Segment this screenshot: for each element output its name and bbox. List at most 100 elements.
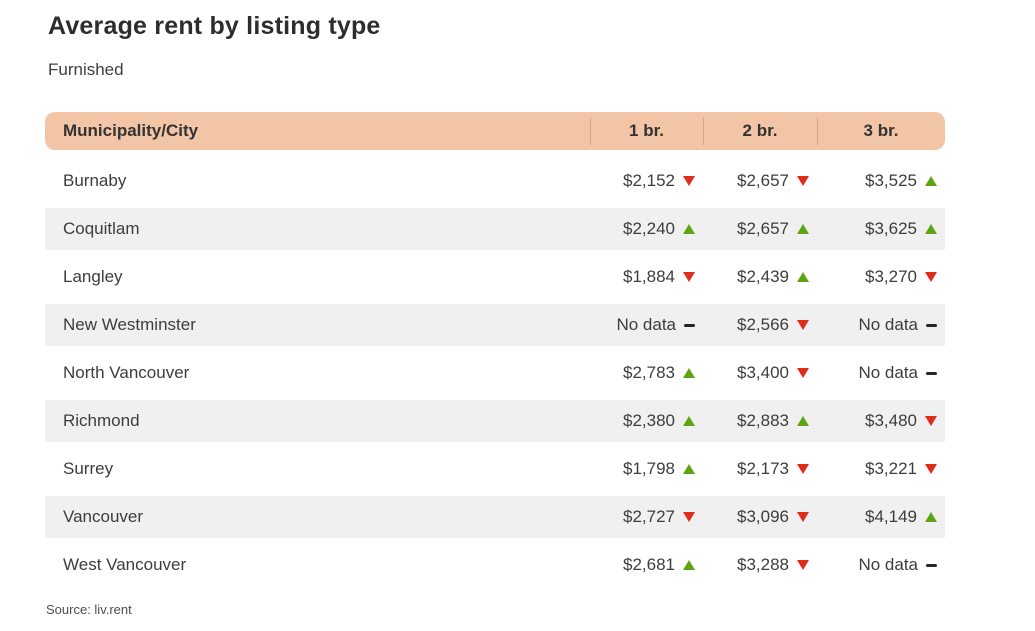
trend-up-icon bbox=[683, 416, 695, 426]
trend-down-icon bbox=[797, 176, 809, 186]
value-cell: $1,798 bbox=[590, 459, 703, 479]
value-cell: $2,681 bbox=[590, 555, 703, 575]
trend-down-icon bbox=[797, 320, 809, 330]
trend-flat-icon bbox=[926, 371, 937, 375]
value-cell: $2,380 bbox=[590, 411, 703, 431]
trend-flat-icon bbox=[926, 563, 937, 567]
rent-value: $3,288 bbox=[737, 555, 789, 574]
city-cell: Burnaby bbox=[63, 171, 127, 190]
value-cell: $4,149 bbox=[817, 507, 945, 527]
value-cell: $3,480 bbox=[817, 411, 945, 431]
rent-value: $2,173 bbox=[737, 459, 789, 478]
header-col-3br: 3 br. bbox=[817, 112, 945, 150]
rent-value: No data bbox=[858, 315, 918, 334]
value-cell: No data bbox=[590, 315, 703, 335]
rent-value: $1,798 bbox=[623, 459, 675, 478]
trend-up-icon bbox=[925, 176, 937, 186]
rent-value: $2,657 bbox=[737, 219, 789, 238]
table-row: Langley $1,884 $2,439 $3,270 bbox=[45, 253, 945, 301]
subtitle-listing-filter: Furnished bbox=[48, 60, 124, 79]
rent-value: $3,480 bbox=[865, 411, 917, 430]
value-cell: $3,288 bbox=[703, 555, 817, 575]
trend-up-icon bbox=[797, 416, 809, 426]
value-cell: $3,525 bbox=[817, 171, 945, 191]
trend-down-icon bbox=[797, 368, 809, 378]
trend-down-icon bbox=[925, 416, 937, 426]
trend-up-icon bbox=[683, 560, 695, 570]
trend-flat-icon bbox=[926, 323, 937, 327]
trend-down-icon bbox=[925, 272, 937, 282]
value-cell: $3,221 bbox=[817, 459, 945, 479]
value-cell: $2,439 bbox=[703, 267, 817, 287]
table-row: Vancouver $2,727 $3,096 $4,149 bbox=[45, 493, 945, 541]
table-body: Burnaby $2,152 $2,657 $3,525 Coquitlam $… bbox=[45, 157, 945, 589]
value-cell: $2,783 bbox=[590, 363, 703, 383]
rent-value: $3,096 bbox=[737, 507, 789, 526]
value-cell: $2,240 bbox=[590, 219, 703, 239]
trend-up-icon bbox=[797, 224, 809, 234]
table-row: North Vancouver $2,783 $3,400 No data bbox=[45, 349, 945, 397]
trend-up-icon bbox=[683, 368, 695, 378]
city-cell: West Vancouver bbox=[63, 555, 187, 574]
rent-value: $2,727 bbox=[623, 507, 675, 526]
rent-value: $2,783 bbox=[623, 363, 675, 382]
trend-down-icon bbox=[797, 512, 809, 522]
trend-up-icon bbox=[925, 224, 937, 234]
rent-value: $4,149 bbox=[865, 507, 917, 526]
trend-down-icon bbox=[925, 464, 937, 474]
trend-up-icon bbox=[683, 464, 695, 474]
rent-value: $3,525 bbox=[865, 171, 917, 190]
value-cell: $3,625 bbox=[817, 219, 945, 239]
trend-up-icon bbox=[683, 224, 695, 234]
city-cell: Langley bbox=[63, 267, 123, 286]
value-cell: $2,883 bbox=[703, 411, 817, 431]
table-row: Surrey $1,798 $2,173 $3,221 bbox=[45, 445, 945, 493]
value-cell: $2,657 bbox=[703, 219, 817, 239]
rent-value: $2,681 bbox=[623, 555, 675, 574]
trend-up-icon bbox=[925, 512, 937, 522]
rent-value: $3,625 bbox=[865, 219, 917, 238]
table-row: New Westminster No data $2,566 No data bbox=[45, 301, 945, 349]
table-row: Burnaby $2,152 $2,657 $3,525 bbox=[45, 157, 945, 205]
rent-value: $2,380 bbox=[623, 411, 675, 430]
trend-down-icon bbox=[683, 176, 695, 186]
table-header-row: Municipality/City 1 br. 2 br. 3 br. bbox=[45, 112, 945, 150]
rent-value: $2,152 bbox=[623, 171, 675, 190]
trend-flat-icon bbox=[684, 323, 695, 327]
rent-value: $2,439 bbox=[737, 267, 789, 286]
trend-down-icon bbox=[683, 512, 695, 522]
rent-value: $3,400 bbox=[737, 363, 789, 382]
table-row: West Vancouver $2,681 $3,288 No data bbox=[45, 541, 945, 589]
rent-value: No data bbox=[858, 363, 918, 382]
value-cell: $3,400 bbox=[703, 363, 817, 383]
rent-value: $2,566 bbox=[737, 315, 789, 334]
city-cell: Surrey bbox=[63, 459, 114, 478]
source-note: Source: liv.rent bbox=[46, 602, 132, 617]
value-cell: No data bbox=[817, 555, 945, 575]
value-cell: No data bbox=[817, 363, 945, 383]
rent-value: $3,221 bbox=[865, 459, 917, 478]
trend-down-icon bbox=[683, 272, 695, 282]
value-cell: $1,884 bbox=[590, 267, 703, 287]
value-cell: $3,096 bbox=[703, 507, 817, 527]
rent-value: No data bbox=[616, 315, 676, 334]
header-municipality-city: Municipality/City bbox=[63, 121, 199, 140]
value-cell: $2,727 bbox=[590, 507, 703, 527]
rent-value: $2,240 bbox=[623, 219, 675, 238]
rent-value: $3,270 bbox=[865, 267, 917, 286]
rent-value: No data bbox=[858, 555, 918, 574]
value-cell: $2,173 bbox=[703, 459, 817, 479]
value-cell: $2,152 bbox=[590, 171, 703, 191]
trend-up-icon bbox=[797, 272, 809, 282]
header-col-2br: 2 br. bbox=[703, 112, 817, 150]
city-cell: New Westminster bbox=[63, 315, 196, 334]
rent-value: $2,657 bbox=[737, 171, 789, 190]
table-row: Coquitlam $2,240 $2,657 $3,625 bbox=[45, 205, 945, 253]
page-title: Average rent by listing type bbox=[48, 12, 381, 40]
rent-table: Municipality/City 1 br. 2 br. 3 br. Burn… bbox=[45, 112, 945, 589]
rent-report-card: Average rent by listing type Furnished M… bbox=[45, 12, 945, 617]
city-cell: Vancouver bbox=[63, 507, 144, 526]
city-cell: North Vancouver bbox=[63, 363, 190, 382]
value-cell: $3,270 bbox=[817, 267, 945, 287]
header-col-1br: 1 br. bbox=[590, 112, 703, 150]
